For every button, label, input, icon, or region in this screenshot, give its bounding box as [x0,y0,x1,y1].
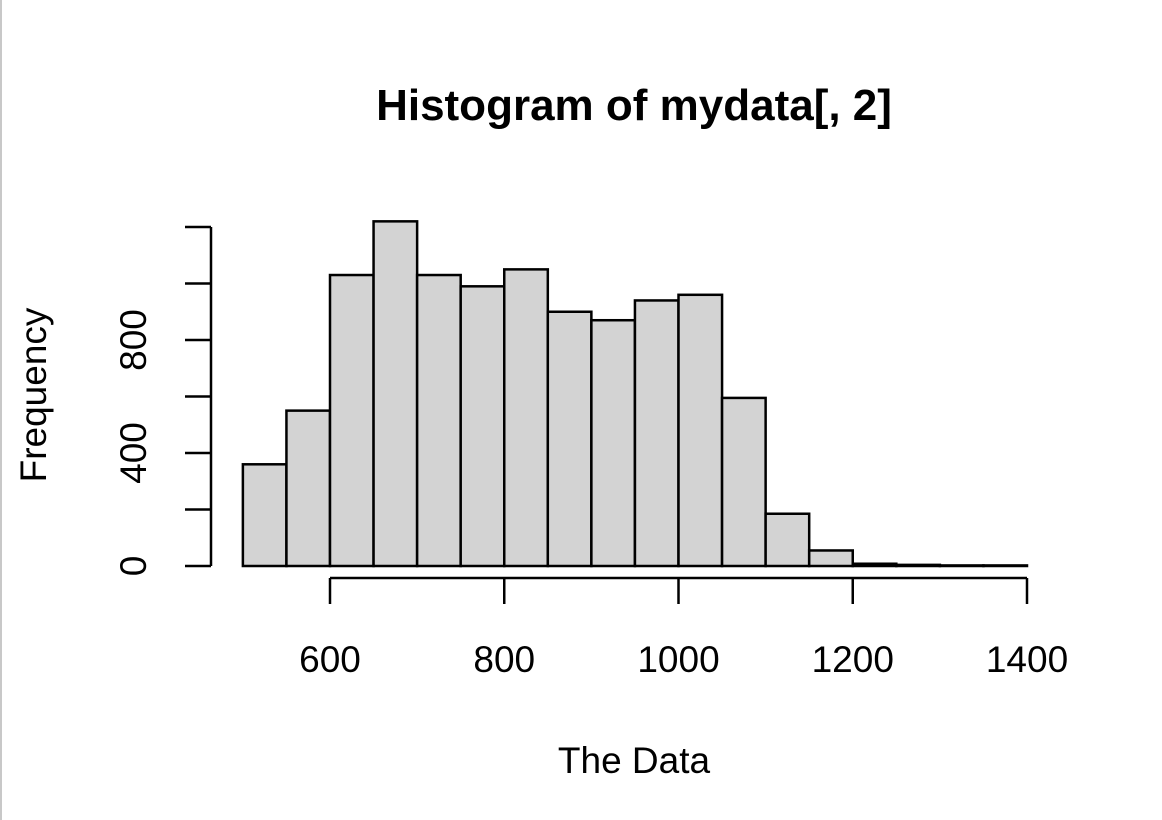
x-tick-label-800: 800 [473,639,535,680]
chart-title: Histogram of mydata[, 2] [376,81,892,130]
x-tick-label-600: 600 [299,639,361,680]
x-tick-label-1000: 1000 [637,639,719,680]
histogram-bar-8 [546,310,593,568]
window-edge [0,0,2,820]
y-axis: 0 400 800 [113,225,213,577]
y-axis-label: Frequency [13,307,54,482]
histogram-bar-9 [590,318,637,568]
histogram-bar-5 [415,273,462,568]
histogram-bar-12 [720,396,767,568]
histogram-bar-2 [285,409,332,568]
histogram-bar-15 [851,562,898,568]
y-tick-label-800: 800 [113,309,154,371]
histogram-bar-1 [241,463,288,568]
y-tick-label-400: 400 [113,422,154,484]
histogram-bar-13 [764,512,811,568]
histogram-bar-10 [633,299,680,568]
histogram-bar-4 [372,220,419,568]
x-axis: 600 800 1000 1200 1400 [299,576,1068,680]
histogram-bar-6 [459,285,506,568]
histogram-bar-7 [503,268,550,568]
x-tick-label-1200: 1200 [812,639,894,680]
bars-group [241,220,1029,568]
histogram-bar-17 [938,564,985,568]
histogram-bar-18 [982,564,1029,568]
histogram-bar-11 [677,293,724,568]
x-tick-label-1400: 1400 [986,639,1068,680]
x-axis-label: The Data [558,740,711,781]
histogram-bar-16 [895,563,942,568]
histogram-bar-3 [328,273,375,568]
y-tick-label-0: 0 [113,556,154,577]
histogram-bar-14 [807,549,854,568]
